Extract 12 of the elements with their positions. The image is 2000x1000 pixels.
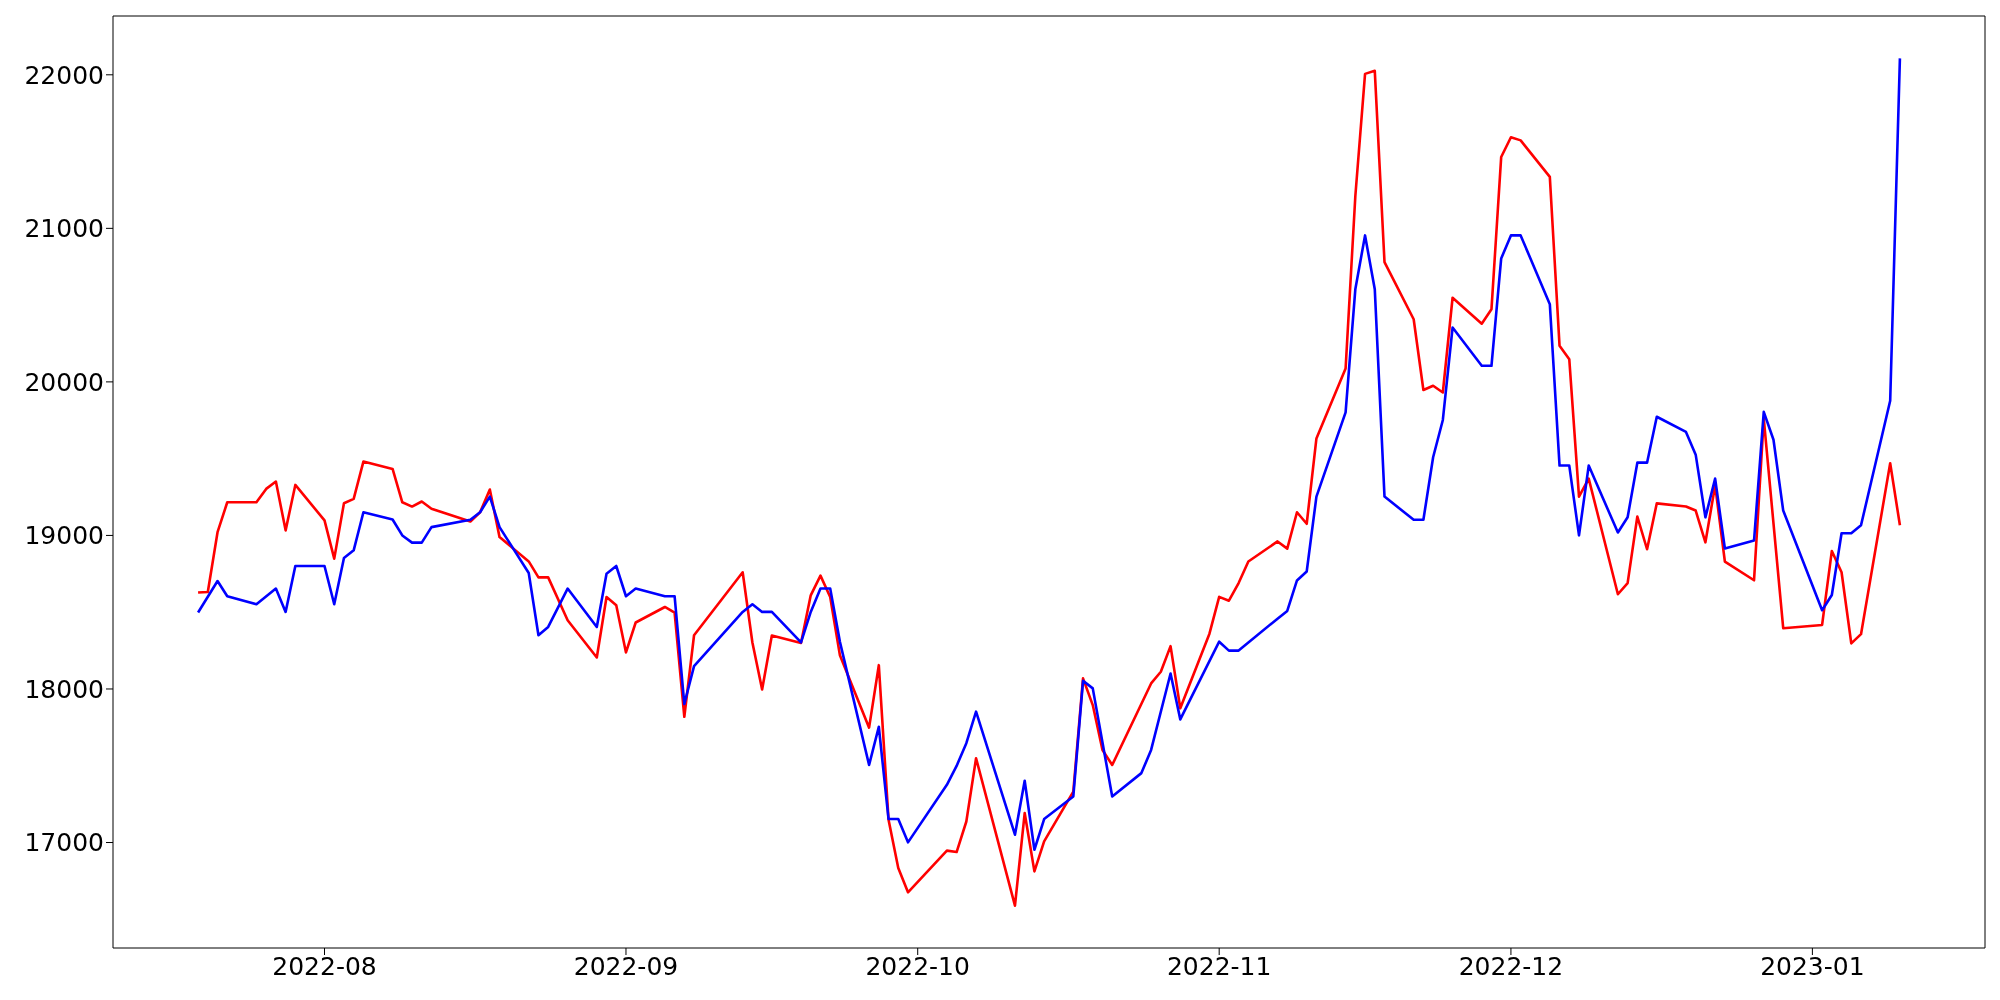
x-tick-label: 2023-01 xyxy=(1760,951,1865,981)
x-tick-label: 2022-09 xyxy=(573,951,679,981)
y-tick-label: 18000 xyxy=(24,674,104,704)
y-tick-label: 22000 xyxy=(24,60,104,90)
y-tick-label: 19000 xyxy=(24,521,104,551)
y-tick-label: 21000 xyxy=(24,214,104,244)
x-tick-label: 2022-12 xyxy=(1458,951,1564,981)
x-tick-label: 2022-08 xyxy=(272,951,377,981)
x-tick-label: 2022-11 xyxy=(1166,951,1272,981)
y-tick-label: 20000 xyxy=(24,367,104,397)
x-tick-label: 2022-10 xyxy=(865,951,970,981)
y-tick-label: 17000 xyxy=(24,828,104,858)
